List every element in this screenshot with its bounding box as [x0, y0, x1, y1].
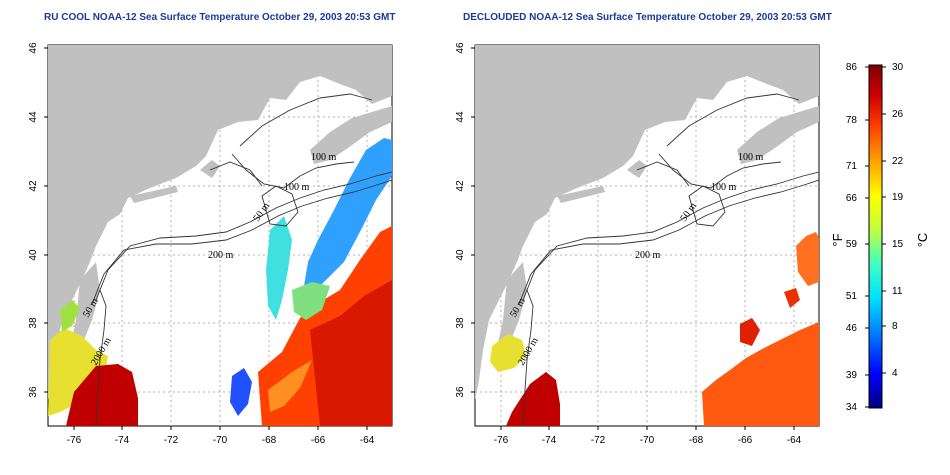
right-nova-scotia	[737, 106, 819, 164]
left-land-mass	[48, 45, 392, 400]
left-sst-orange-band	[268, 360, 312, 412]
fahrenheit-tick: 39	[846, 370, 858, 381]
left-lat-tick: 46	[28, 42, 39, 54]
left-contour-label-100m-north: 100 m	[311, 152, 337, 163]
right-map-panel: 100 m 100 m 50 m 200 m 50 m 2000 m -76 -…	[455, 42, 820, 446]
left-sst-cyan-strip	[266, 216, 292, 320]
left-lat-tick: 42	[28, 180, 39, 192]
fahrenheit-unit-label: °F	[830, 233, 845, 246]
left-lon-tick: -66	[311, 435, 326, 446]
left-map-panel: 100 m 100 m 50 m 200 m 50 m 2000 m -76 -…	[28, 42, 393, 446]
fahrenheit-tick: 34	[846, 402, 858, 413]
right-land-mass	[475, 45, 819, 400]
left-lon-tick: -70	[213, 435, 228, 446]
right-sst-warm-patches	[702, 322, 819, 426]
left-long-island	[130, 186, 178, 203]
left-sst-red-east	[310, 280, 392, 426]
celsius-unit-label: °C	[915, 233, 930, 248]
celsius-tick: 11	[892, 286, 903, 297]
right-sst-gulf-stream-core	[506, 372, 560, 426]
right-cape-cod	[627, 160, 647, 178]
left-bathymetry-contours	[91, 93, 392, 426]
right-lon-tick: -70	[640, 435, 655, 446]
left-lon-tick: -76	[67, 435, 82, 446]
left-map-content: 100 m 100 m 50 m 200 m 50 m 2000 m	[48, 45, 392, 426]
celsius-tick: 30	[892, 62, 904, 73]
celsius-tick: 4	[892, 368, 898, 379]
right-lat-tick: 44	[455, 111, 466, 123]
right-lon-tick: -64	[787, 435, 802, 446]
right-contour-label-200m: 200 m	[635, 250, 661, 261]
right-sst-orange-specks	[796, 232, 819, 286]
right-lat-tick: 46	[455, 42, 466, 54]
temperature-colorbar: 86 78 71 66 59 51 46 39 34 30 26 22 19 1…	[830, 62, 930, 413]
left-lon-tick: -72	[164, 435, 179, 446]
left-panel-title: RU COOL NOAA-12 Sea Surface Temperature …	[44, 12, 396, 23]
left-lat-tick: 44	[28, 111, 39, 123]
celsius-tick: 26	[892, 109, 904, 120]
fahrenheit-tick: 78	[846, 115, 858, 126]
right-long-island	[557, 186, 605, 203]
left-nova-scotia	[310, 106, 392, 164]
right-sst-red-patch	[740, 318, 760, 346]
right-lat-tick: 36	[455, 386, 466, 398]
left-cape-cod	[200, 160, 220, 178]
left-lon-tick: -74	[115, 435, 130, 446]
right-sst-southwest	[490, 334, 526, 372]
left-lon-tick: -68	[262, 435, 277, 446]
left-lat-tick: 36	[28, 386, 39, 398]
left-sst-gulf-stream-core	[66, 364, 138, 426]
fahrenheit-tick: 86	[846, 62, 858, 73]
colorbar-gradient	[868, 64, 883, 409]
right-contour-label-100m-bank: 100 m	[711, 182, 737, 193]
right-lat-tick: 38	[455, 317, 466, 329]
right-lat-tick: 42	[455, 180, 466, 192]
left-sst-coastal-band	[60, 300, 80, 332]
fahrenheit-tick: 59	[846, 239, 858, 250]
left-sst-cool-filaments	[304, 138, 392, 290]
right-lon-tick: -72	[591, 435, 606, 446]
left-lat-tick: 38	[28, 317, 39, 329]
fahrenheit-tick: 66	[846, 193, 858, 204]
celsius-tick: 15	[892, 239, 904, 250]
left-sst-green-patch	[292, 282, 330, 320]
colorbar-ticks	[865, 66, 886, 408]
left-contour-label-100m-bank: 100 m	[284, 182, 310, 193]
right-lon-tick: -68	[689, 435, 704, 446]
right-bathymetry-contours	[518, 93, 819, 426]
celsius-tick: 19	[892, 192, 904, 203]
left-axis-ticks	[44, 47, 368, 430]
left-lon-tick: -64	[360, 435, 375, 446]
fahrenheit-tick: 51	[846, 291, 858, 302]
right-lon-tick: -66	[738, 435, 753, 446]
right-delmarva	[497, 262, 527, 360]
right-panel-title: DECLOUDED NOAA-12 Sea Surface Temperatur…	[463, 12, 832, 23]
fahrenheit-tick: 71	[846, 161, 858, 172]
celsius-tick: 22	[892, 156, 904, 167]
right-lat-tick: 40	[455, 249, 466, 261]
left-contour-label-200m: 200 m	[208, 250, 234, 261]
right-lon-tick: -76	[494, 435, 509, 446]
celsius-tick: 8	[892, 321, 898, 332]
left-lat-tick: 40	[28, 249, 39, 261]
right-axis-ticks	[471, 47, 795, 430]
left-sst-blue-specks	[230, 368, 252, 416]
right-lon-tick: -74	[542, 435, 557, 446]
fahrenheit-tick: 46	[846, 323, 858, 334]
right-contour-label-100m-north: 100 m	[738, 152, 764, 163]
right-sst-edge-specks	[784, 288, 800, 308]
